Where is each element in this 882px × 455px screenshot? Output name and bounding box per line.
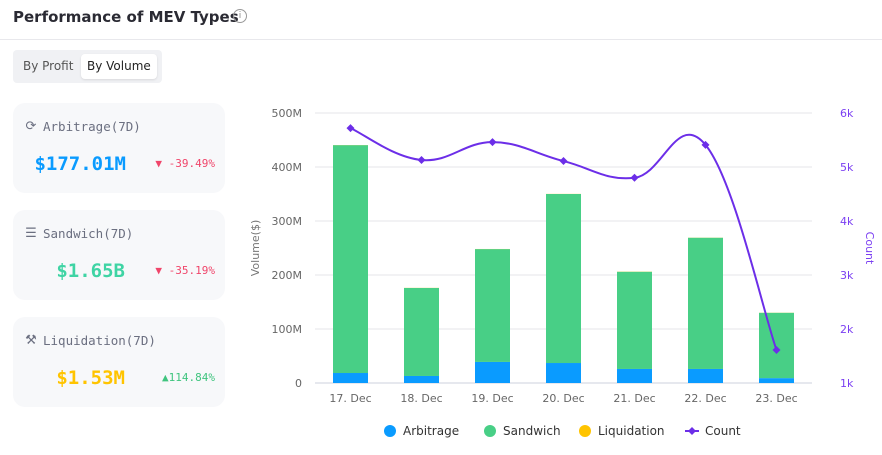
change-value: 114.84%: [168, 371, 215, 384]
change-value: -39.49%: [168, 157, 215, 170]
arbitrage-coin-icon: ⟳: [25, 119, 37, 134]
card-change: ▼ -39.49%: [155, 157, 215, 170]
x-tick-label: 17. Dec: [329, 392, 371, 405]
x-tick-label: 18. Dec: [400, 392, 442, 405]
bar-sandwich[interactable]: [546, 194, 581, 364]
x-tick-label: 23. Dec: [755, 392, 797, 405]
bar-sandwich[interactable]: [688, 237, 723, 369]
count-point[interactable]: [772, 346, 781, 355]
legend-marker-sandwich: [484, 425, 496, 437]
count-point[interactable]: [488, 138, 497, 147]
y2-tick-label: 1k: [840, 377, 854, 390]
y-tick-label: 0: [295, 377, 302, 390]
legend-item-count[interactable]: Count: [705, 424, 741, 438]
down-arrow-icon: ▼: [155, 157, 163, 170]
y-axis-title: Volume($): [249, 220, 262, 277]
sandwich-card: ☰ Sandwich(7D) $1.65B ▼ -35.19%: [13, 210, 225, 300]
y-tick-label: 400M: [272, 161, 303, 174]
card-value: $177.01M: [34, 153, 126, 175]
card-change: ▲114.84%: [162, 371, 215, 384]
header: Performance of MEV Types i: [0, 0, 882, 40]
page-title: Performance of MEV Types: [13, 8, 239, 26]
count-point[interactable]: [701, 140, 710, 149]
bar-sandwich[interactable]: [475, 249, 510, 362]
bar-sandwich[interactable]: [759, 312, 794, 379]
bar-sandwich[interactable]: [333, 145, 368, 374]
metric-toggle: By Profit By Volume: [13, 50, 162, 83]
by-profit-button[interactable]: By Profit: [23, 59, 74, 73]
count-point[interactable]: [630, 173, 639, 182]
down-arrow-icon: ▼: [155, 264, 163, 277]
bar-sandwich[interactable]: [404, 287, 439, 376]
bar-arbitrage[interactable]: [475, 361, 510, 383]
count-point[interactable]: [417, 155, 426, 164]
change-value: -35.19%: [168, 264, 215, 277]
info-icon[interactable]: i: [233, 9, 247, 23]
bar-arbitrage[interactable]: [759, 378, 794, 383]
up-arrow-icon: ▲: [162, 371, 169, 384]
x-tick-label: 21. Dec: [613, 392, 655, 405]
y2-tick-label: 6k: [840, 107, 854, 120]
y2-tick-label: 2k: [840, 323, 854, 336]
y-tick-label: 200M: [272, 269, 303, 282]
count-point[interactable]: [559, 157, 568, 166]
card-label: Liquidation(7D): [43, 333, 156, 348]
x-tick-label: 22. Dec: [684, 392, 726, 405]
y-tick-label: 300M: [272, 215, 303, 228]
legend-marker-arbitrage: [384, 425, 396, 437]
y-tick-label: 100M: [272, 323, 303, 336]
legend-item-arbitrage[interactable]: Arbitrage: [403, 424, 459, 438]
legend-item-liquidation[interactable]: Liquidation: [598, 424, 665, 438]
bar-arbitrage[interactable]: [404, 375, 439, 383]
bar-arbitrage[interactable]: [617, 368, 652, 383]
count-line: [350, 127, 778, 351]
bar-arbitrage[interactable]: [688, 368, 723, 383]
card-label: Sandwich(7D): [43, 226, 134, 241]
legend-item-sandwich[interactable]: Sandwich: [503, 424, 561, 438]
liquidation-card: ⚒ Liquidation(7D) $1.53M ▲114.84%: [13, 317, 225, 407]
bar-arbitrage[interactable]: [546, 363, 581, 383]
arbitrage-card: ⟳ Arbitrage(7D) $177.01M ▼ -39.49%: [13, 103, 225, 193]
bar-sandwich[interactable]: [617, 271, 652, 369]
card-value: $1.53M: [56, 367, 125, 389]
by-volume-button[interactable]: By Volume: [81, 54, 157, 79]
y2-tick-label: 5k: [840, 161, 854, 174]
gavel-icon: ⚒: [25, 333, 37, 348]
y2-axis-title: Count: [863, 232, 876, 265]
card-label: Arbitrage(7D): [43, 119, 141, 134]
card-value: $1.65B: [56, 260, 125, 282]
x-tick-label: 20. Dec: [542, 392, 584, 405]
bar-arbitrage[interactable]: [333, 373, 368, 383]
x-tick-label: 19. Dec: [471, 392, 513, 405]
y-tick-label: 500M: [272, 107, 303, 120]
legend-marker-count: [688, 427, 696, 435]
y2-tick-label: 3k: [840, 269, 854, 282]
card-change: ▼ -35.19%: [155, 264, 215, 277]
sandwich-icon: ☰: [25, 226, 37, 241]
count-point[interactable]: [346, 124, 355, 133]
legend-marker-liquidation: [579, 425, 591, 437]
y2-tick-label: 4k: [840, 215, 854, 228]
